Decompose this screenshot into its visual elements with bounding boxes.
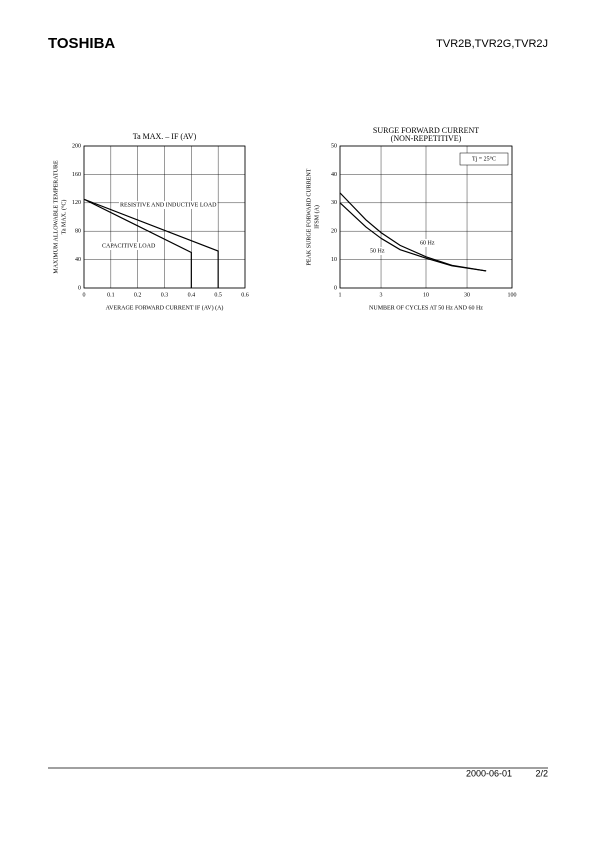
chart-title: SURGE FORWARD CURRENT <box>373 126 479 135</box>
x-tick-label: 100 <box>508 292 517 298</box>
x-tick-label: 3 <box>380 292 383 298</box>
x-tick-label: 0.5 <box>214 292 222 298</box>
label-bg <box>119 201 218 209</box>
y-tick-label: 0 <box>334 285 337 291</box>
x-tick-label: 0.1 <box>107 292 115 298</box>
part-number: TVR2B,TVR2G,TVR2J <box>436 38 548 50</box>
x-tick-label: 30 <box>464 292 470 298</box>
series-label: 50 Hz <box>370 248 385 254</box>
series-line <box>83 198 219 288</box>
x-axis-label: NUMBER OF CYCLES AT 50 Hz AND 60 Hz <box>369 305 483 311</box>
x-tick-label: 0.3 <box>161 292 169 298</box>
series-line <box>339 202 487 272</box>
x-tick-label: 0 <box>83 292 86 298</box>
y-tick-label: 160 <box>72 172 81 178</box>
x-tick-label: 10 <box>423 292 429 298</box>
series-label: RESISTIVE AND INDUCTIVE LOAD <box>120 202 217 208</box>
y-tick-label: 40 <box>75 257 81 263</box>
y-axis-label: Ta MAX. (°C) <box>60 200 67 235</box>
x-tick-label: 0.2 <box>134 292 142 298</box>
y-tick-label: 200 <box>72 143 81 149</box>
footer-date: 2000-06-01 <box>466 768 512 778</box>
y-tick-label: 80 <box>75 229 81 235</box>
y-axis-label: IFSM (A) <box>313 205 320 229</box>
annotation: Tj = 25°C <box>472 155 496 162</box>
annotation-box <box>459 152 509 166</box>
y-tick-label: 0 <box>78 285 81 291</box>
series-label: 60 Hz <box>420 240 435 246</box>
y-tick-label: 50 <box>331 143 337 149</box>
brand: TOSHIBA <box>48 35 115 52</box>
label-bg <box>101 242 157 250</box>
x-axis-label: AVERAGE FORWARD CURRENT IF (AV) (A) <box>106 304 224 311</box>
y-axis-label: MAXIMUM ALLOWABLE TEMPERATURE <box>53 160 59 274</box>
series-line <box>339 192 487 272</box>
footer-page: 2/2 <box>535 768 548 778</box>
y-tick-label: 20 <box>331 229 337 235</box>
x-tick-label: 0.4 <box>188 292 196 298</box>
series-line <box>83 198 192 288</box>
label-bg <box>419 239 436 247</box>
plot-frame <box>339 145 513 289</box>
x-tick-label: 1 <box>339 292 342 298</box>
y-tick-label: 10 <box>331 257 337 263</box>
x-tick-label: 0.6 <box>241 292 249 298</box>
y-tick-label: 30 <box>331 200 337 206</box>
y-axis-label: PEAK SURGE FORWARD CURRENT <box>306 168 312 265</box>
y-tick-label: 120 <box>72 200 81 206</box>
y-tick-label: 40 <box>331 172 337 178</box>
chart-title: Ta MAX. – IF (AV) <box>133 132 197 141</box>
label-bg <box>369 247 386 255</box>
series-label: CAPACITIVE LOAD <box>102 243 156 249</box>
chart-subtitle: (NON-REPETITIVE) <box>391 134 462 143</box>
plot-frame <box>83 145 246 289</box>
